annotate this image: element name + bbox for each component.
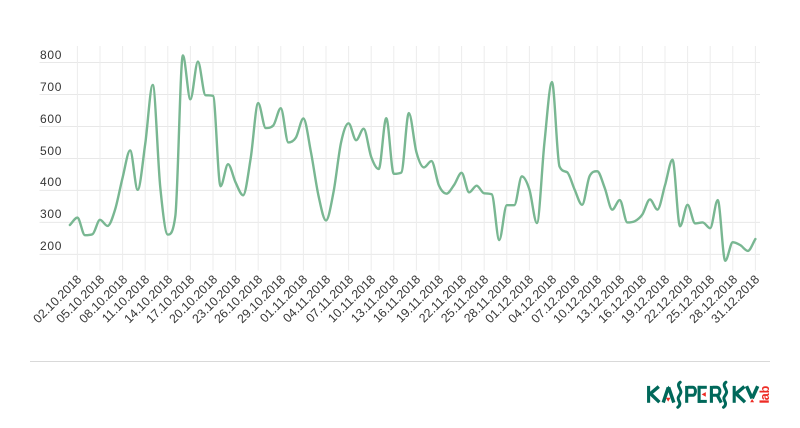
svg-text:ab: ab — [758, 385, 772, 400]
